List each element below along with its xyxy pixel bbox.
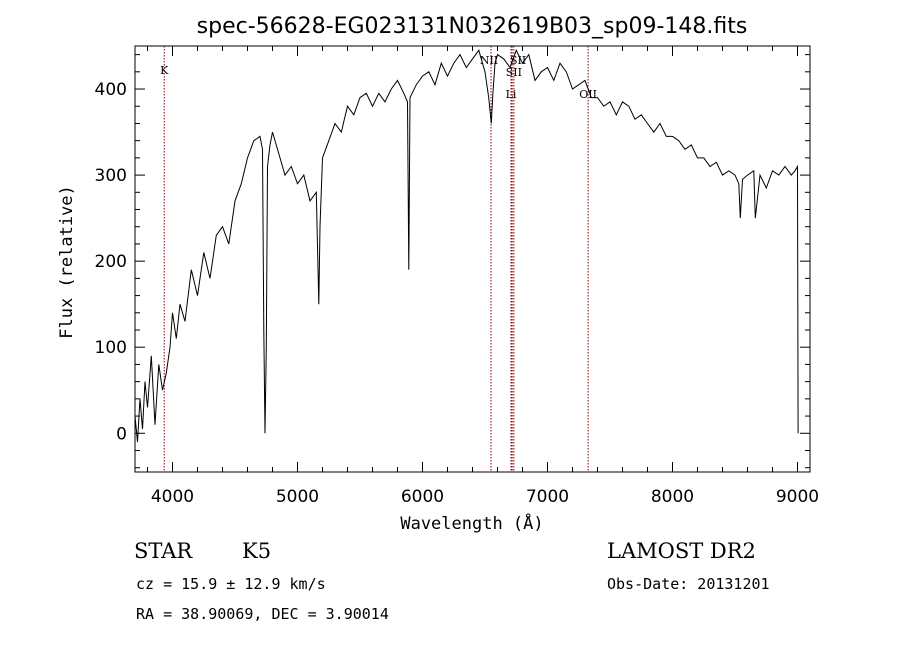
x-tick-label: 6000 [401, 487, 444, 507]
object-class: STAR [134, 539, 193, 563]
plot-axes: 4000 5000 6000 7000 8000 9000 0 100 200 300 400 [95, 45, 819, 507]
chart-title: spec-56628-EG023131N032619B03_sp09-148.f… [197, 14, 748, 39]
line-marker-label-3: SII [506, 66, 522, 79]
y-tick-label: 100 [95, 338, 127, 358]
line-marker-label-0: K [160, 64, 169, 77]
spectrum-series [134, 49, 799, 442]
plot-frame [134, 45, 811, 473]
line-marker-label-4: Li [506, 88, 517, 101]
object-subclass: K5 [242, 539, 271, 563]
x-tick-label: 8000 [651, 487, 694, 507]
x-tick-label: 7000 [526, 487, 569, 507]
y-tick-label: 300 [95, 166, 127, 186]
x-axis-label: Wavelength (Å) [400, 512, 543, 534]
line-marker-label-1: NII [480, 54, 498, 67]
y-axis-label: Flux (relative) [57, 185, 77, 339]
y-tick-label: 0 [116, 424, 127, 444]
spectrum-line-0 [134, 49, 799, 442]
x-tick-label: 9000 [776, 487, 819, 507]
observation-date: Obs-Date: 20131201 [607, 575, 770, 593]
x-tick-label: 5000 [276, 487, 319, 507]
y-tick-label: 400 [95, 80, 127, 100]
y-tick-label: 200 [95, 252, 127, 272]
survey-name: LAMOST DR2 [607, 539, 756, 563]
redshift-velocity: cz = 15.9 ± 12.9 km/s [136, 575, 326, 593]
x-tick-label: 4000 [151, 487, 194, 507]
coordinates: RA = 38.90069, DEC = 3.90014 [136, 605, 389, 623]
